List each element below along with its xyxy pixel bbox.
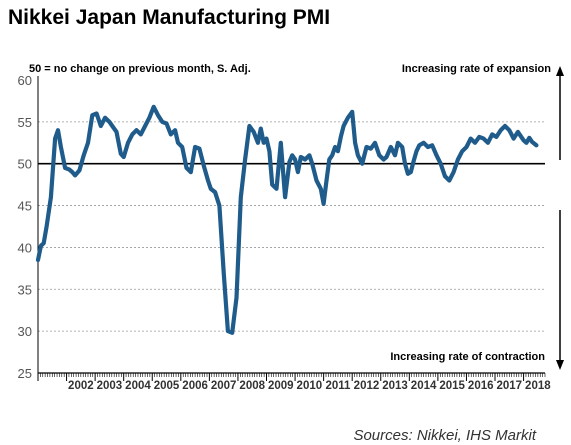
annotation-contraction: Increasing rate of contraction xyxy=(390,351,545,363)
x-tick-label: 2015 xyxy=(439,380,465,392)
x-tick-label: 2017 xyxy=(496,380,522,392)
y-tick-label: 60 xyxy=(18,73,32,88)
x-tick-label: 2014 xyxy=(411,380,437,392)
x-tick-label: 2008 xyxy=(239,380,265,392)
y-tick-label: 25 xyxy=(18,366,32,381)
x-tick-label: 2016 xyxy=(468,380,494,392)
x-tick-label: 2010 xyxy=(297,380,323,392)
x-tick-label: 2005 xyxy=(154,380,180,392)
direction-arrows xyxy=(556,66,564,370)
x-tick-label: 2004 xyxy=(125,380,151,392)
y-tick-label: 45 xyxy=(18,199,32,214)
y-tick-label: 35 xyxy=(18,282,32,297)
x-tick-label: 2003 xyxy=(97,380,123,392)
y-tick-label: 55 xyxy=(18,115,32,130)
x-tick-label: 2007 xyxy=(211,380,237,392)
y-tick-label: 50 xyxy=(18,157,32,172)
contraction-arrow-head xyxy=(556,360,564,370)
x-tick-label: 2013 xyxy=(382,380,408,392)
y-tick-label: 30 xyxy=(18,324,32,339)
x-tick-label: 2006 xyxy=(182,380,208,392)
annotation-expansion: Increasing rate of expansion xyxy=(402,63,551,75)
x-tick-label: 2002 xyxy=(68,380,94,392)
x-tick-label: 2018 xyxy=(525,380,551,392)
chart-title: Nikkei Japan Manufacturing PMI xyxy=(8,6,331,29)
y-tick-label: 40 xyxy=(18,240,32,255)
expansion-arrow-head xyxy=(556,66,564,76)
x-tick-label: 2012 xyxy=(354,380,380,392)
x-tick-label: 2011 xyxy=(325,380,351,392)
pmi-series-line xyxy=(35,104,539,335)
source-note: Sources: Nikkei, IHS Markit xyxy=(353,427,536,444)
chart-subtitle: 50 = no change on previous month, S. Adj… xyxy=(29,63,251,75)
x-tick-label: 2009 xyxy=(268,380,294,392)
